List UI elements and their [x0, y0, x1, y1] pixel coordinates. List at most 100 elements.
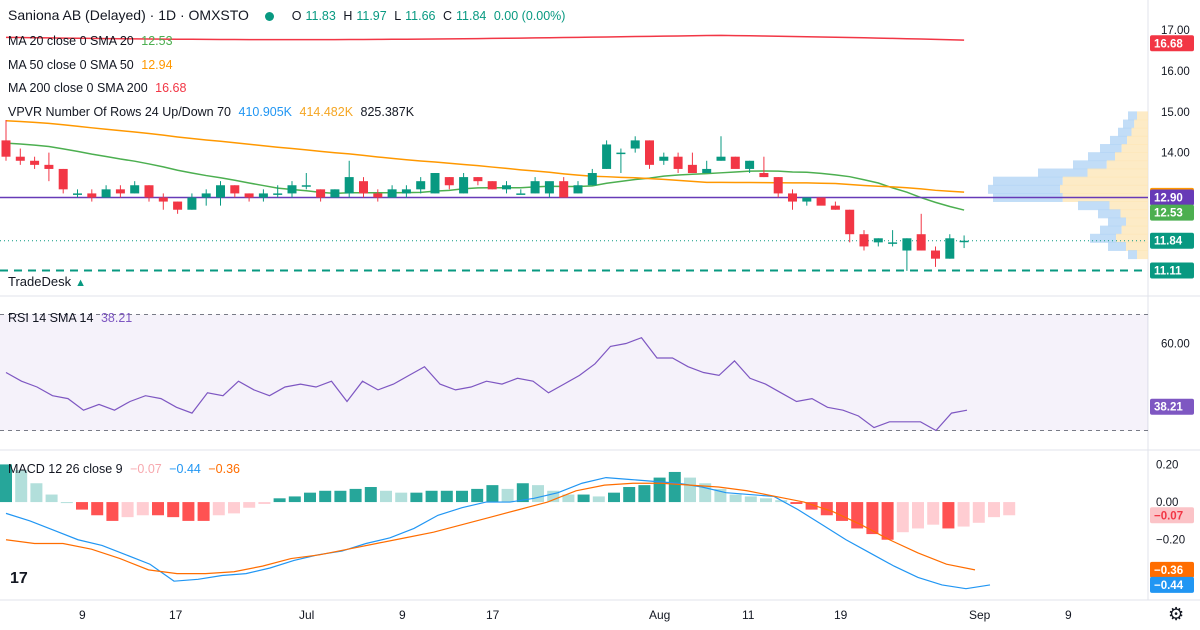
macd-histogram-bar: [623, 487, 636, 503]
macd-tag-label: −0.44: [1154, 580, 1184, 592]
candle-body: [15, 156, 25, 161]
macd-histogram-bar: [395, 492, 408, 503]
price-tag: [1150, 262, 1194, 279]
tradedesk-button[interactable]: TradeDesk ▲: [8, 274, 86, 289]
vpvr-down-bar: [1126, 241, 1148, 251]
candle-body: [616, 152, 626, 155]
vpvr-up-bar: [993, 176, 1063, 186]
price-tag: [1150, 189, 1194, 206]
macd-histogram-bar: [638, 485, 651, 503]
candle-body: [87, 193, 97, 198]
macd-histogram-bar: [182, 502, 195, 521]
macd-histogram-bar: [866, 502, 879, 535]
rsi-value: 38.21: [100, 311, 133, 325]
macd-histogram-bar: [410, 492, 423, 503]
candle-body: [673, 156, 683, 169]
macd-histogram-bar: [76, 502, 88, 510]
candle-body: [716, 156, 726, 161]
chart-header: Saniona AB (Delayed) · 1D · OMXSTO O 11.8…: [8, 7, 573, 24]
time-axis-label: 9: [1065, 608, 1072, 622]
macd-histogram-bar: [334, 490, 347, 503]
candle-body: [788, 193, 797, 202]
time-axis-label: Jul: [299, 608, 314, 622]
macd-histogram-bar: [562, 494, 575, 503]
candle-body: [516, 193, 526, 195]
ma50-line: [5, 119, 965, 193]
ohlc-readout: O 11.83 H 11.97 L 11.66 C 11.84 0.00 (0.00%): [291, 9, 566, 23]
vpvr-up-bar: [1110, 135, 1128, 145]
macd-histogram-bar: [547, 490, 560, 503]
rsi-tag: [1150, 398, 1194, 415]
macd-histogram-bar: [592, 496, 605, 503]
price-tick-label: 14.00: [1161, 148, 1190, 160]
ma20-legend[interactable]: MA 20 close 0 SMA 20 12.53: [8, 33, 177, 49]
candle-body: [859, 234, 869, 247]
macd-histogram-bar: [896, 502, 909, 533]
candle-body: [630, 140, 640, 149]
candle-body: [845, 209, 855, 235]
rsi-line: [5, 336, 968, 432]
time-axis-label: Sep: [969, 608, 991, 622]
candle-body: [473, 177, 483, 182]
macd-histogram-bar: [136, 502, 149, 516]
price-tag-label: 11.84: [1154, 236, 1183, 248]
macd-histogram-bar: [1003, 502, 1016, 516]
candle-body: [573, 185, 583, 194]
price-tag: [1150, 35, 1194, 52]
time-axis-label: 9: [399, 608, 406, 622]
candle-body: [645, 140, 654, 165]
vpvr-up-bar: [1100, 144, 1122, 154]
candle-body: [931, 250, 940, 259]
gear-icon[interactable]: ⚙: [1168, 604, 1185, 624]
vpvr-down-bar: [1126, 217, 1148, 227]
macd-legend[interactable]: MACD 12 26 close 9 −0.07 −0.44 −0.36: [8, 461, 244, 477]
macd-histogram-bar: [121, 502, 134, 518]
price-tag: [1150, 232, 1194, 249]
candle-body: [244, 193, 254, 198]
vpvr-down-bar: [1060, 184, 1148, 194]
time-axis-label: Aug: [649, 608, 670, 622]
macd-histogram-bar: [152, 502, 164, 516]
vpvr-down-bar: [1121, 144, 1148, 154]
vpvr-down-bar: [1137, 250, 1148, 260]
candle-body: [73, 193, 82, 195]
vpvr-legend[interactable]: VPVR Number Of Rows 24 Up/Down 70 410.90…: [8, 104, 418, 120]
candle-body: [459, 177, 469, 194]
candle-body: [44, 164, 54, 169]
candle-body: [158, 197, 168, 202]
candle-body: [144, 185, 154, 198]
candle-body: [487, 181, 497, 190]
vpvr-up-bar: [988, 184, 1060, 194]
ma200-label: MA 200 close 0 SMA 200: [8, 81, 148, 95]
macd-histogram-bar: [91, 502, 104, 516]
candle-body: [530, 181, 540, 194]
macd-histogram-bar: [243, 502, 256, 508]
macd-histogram-bar: [45, 494, 58, 503]
macd-histogram-bar: [957, 502, 970, 527]
macd-histogram-bar: [486, 485, 499, 503]
vpvr-down-bar: [1115, 152, 1148, 162]
price-tick-label: 16.00: [1161, 66, 1190, 78]
price-tick-label: 15.00: [1161, 107, 1190, 119]
rsi-legend[interactable]: RSI 14 SMA 14 38.21: [8, 310, 136, 326]
candle-body: [30, 160, 40, 165]
macd-tag-label: −0.07: [1154, 510, 1183, 522]
macd-histogram-bar: [364, 487, 377, 503]
price-tag: [1150, 204, 1194, 221]
candle-body: [401, 189, 411, 194]
ma200-legend[interactable]: MA 200 close 0 SMA 200 16.68: [8, 80, 190, 96]
macd-histogram-bar: [106, 502, 119, 521]
macd-tag-label: −0.36: [1154, 565, 1183, 577]
macd-tick-label: −0.20: [1156, 535, 1185, 547]
tradingview-logo[interactable]: 17: [10, 570, 28, 587]
ma50-legend[interactable]: MA 50 close 0 SMA 50 12.94: [8, 57, 177, 73]
time-axis-label: 19: [834, 608, 848, 622]
vpvr-down-bar: [1121, 225, 1148, 235]
price-tag-label: 12.53: [1154, 208, 1183, 220]
candle-body: [373, 193, 383, 198]
vpvr-up-bar: [1118, 127, 1132, 137]
symbol-title[interactable]: Saniona AB (Delayed) · 1D · OMXSTO: [8, 7, 249, 23]
macd-histogram-bar: [988, 502, 1000, 518]
price-tag-label: 11.11: [1154, 266, 1182, 278]
